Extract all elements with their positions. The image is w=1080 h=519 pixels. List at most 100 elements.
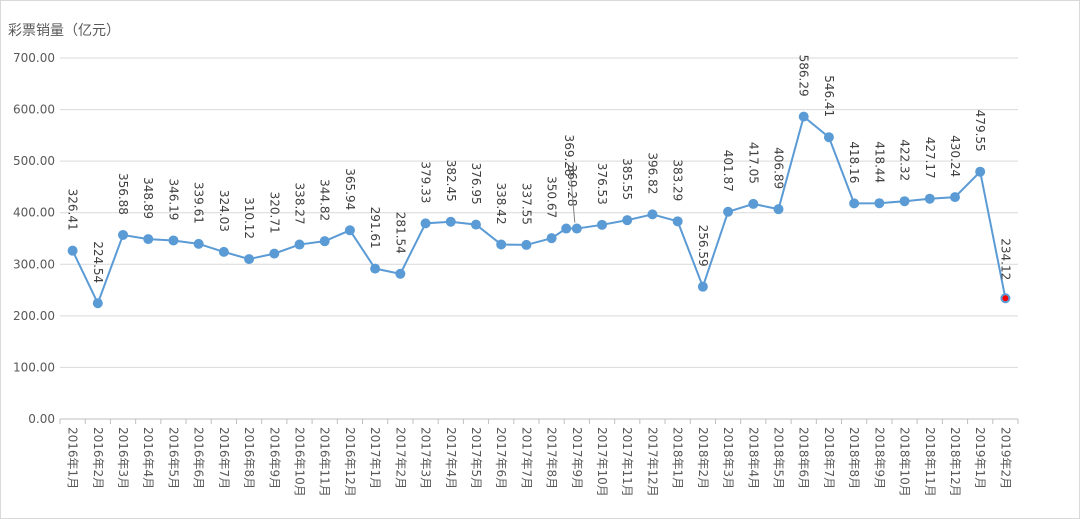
data-point <box>773 204 784 215</box>
x-tick-label: 2016年3月 <box>116 427 130 489</box>
x-tick-label: 2018年11月 <box>923 427 937 497</box>
data-label: 385.55 <box>620 158 634 200</box>
x-axis-ticks: 2016年1月 2016年2月 2016年3月 2016年4月 2016年5月 2016年… <box>66 427 1013 497</box>
data-label: 427.17 <box>923 137 937 179</box>
y-tick-label: 700.00 <box>13 51 55 65</box>
data-point <box>344 225 355 236</box>
label-leader-line <box>569 170 576 223</box>
y-tick-label: 100.00 <box>13 360 55 374</box>
data-point <box>874 198 885 209</box>
data-point <box>319 236 330 247</box>
y-axis-ticks: 0.00 100.00 200.00 300.00 400.00 500.00 600.00… <box>13 51 55 426</box>
series-polyline <box>71 114 1007 306</box>
data-point <box>597 219 608 230</box>
data-label: 369.28 <box>562 135 576 177</box>
data-point <box>168 235 179 246</box>
x-tick-label: 2016年11月 <box>318 427 332 497</box>
y-tick-label: 600.00 <box>13 103 55 117</box>
gridlines <box>60 57 1018 368</box>
data-point <box>470 219 481 230</box>
x-tick-label: 2018年2月 <box>696 427 710 489</box>
data-label: 310.12 <box>242 197 256 239</box>
data-label: 479.55 <box>973 110 987 152</box>
data-label: 383.29 <box>671 159 685 201</box>
data-label: 350.67 <box>545 176 559 218</box>
data-label: 422.32 <box>898 139 912 181</box>
x-tick-label: 2016年6月 <box>192 427 206 489</box>
x-tick-label: 2017年4月 <box>444 427 458 489</box>
data-label: 339.61 <box>192 182 206 224</box>
y-tick-label: 400.00 <box>13 206 55 220</box>
data-label: 324.03 <box>217 190 231 232</box>
data-point <box>294 239 305 250</box>
x-tick-label: 2017年2月 <box>393 427 407 489</box>
data-points <box>67 111 1011 309</box>
data-point <box>244 254 255 265</box>
data-point <box>723 206 734 217</box>
data-label: 382.45 <box>444 160 458 202</box>
data-labels: 326.41 224.54 356.88 348.89 346.19 339.61 324.… <box>66 55 1013 284</box>
data-point <box>269 248 280 259</box>
x-tick-label: 2018年4月 <box>746 427 760 489</box>
x-tick-label: 2016年2月 <box>91 427 105 489</box>
x-tick-label: 2016年12月 <box>343 427 357 497</box>
data-point <box>118 229 129 240</box>
x-tick-label: 2018年12月 <box>948 427 962 497</box>
data-label: 234.12 <box>998 238 1012 280</box>
y-tick-label: 0.00 <box>28 412 55 426</box>
data-label: 586.29 <box>797 55 811 97</box>
x-tick-label: 2018年3月 <box>721 427 735 489</box>
data-label: 224.54 <box>91 241 105 283</box>
x-tick-label: 2016年4月 <box>141 427 155 489</box>
x-tick-label: 2017年12月 <box>645 427 659 497</box>
data-point <box>193 238 204 249</box>
x-tick-label: 2017年3月 <box>419 427 433 489</box>
x-tick-label: 2017年9月 <box>570 427 584 489</box>
x-tick-label: 2017年8月 <box>545 427 559 489</box>
data-point <box>798 111 809 122</box>
x-tick-label: 2017年10月 <box>595 427 609 497</box>
x-tick-label: 2017年5月 <box>469 427 483 489</box>
data-label: 417.05 <box>746 142 760 184</box>
data-point <box>622 215 633 226</box>
data-point <box>445 216 456 227</box>
x-tick-label: 2018年8月 <box>847 427 861 489</box>
x-tick-label: 2017年11月 <box>620 427 634 497</box>
x-tick-label: 2018年1月 <box>671 427 685 489</box>
data-point <box>672 216 683 227</box>
data-label: 338.42 <box>494 182 508 224</box>
data-point <box>1000 293 1011 304</box>
data-point <box>647 209 658 220</box>
data-point <box>143 234 154 245</box>
x-tick-label: 2016年10月 <box>293 427 307 497</box>
x-tick-label: 2016年7月 <box>217 427 231 489</box>
x-tick-label: 2018年5月 <box>772 427 786 489</box>
data-point <box>92 298 103 309</box>
x-tick-label: 2017年6月 <box>494 427 508 489</box>
data-point <box>546 233 557 244</box>
data-point <box>899 196 910 207</box>
data-point <box>823 132 834 143</box>
data-point <box>571 223 582 234</box>
data-point <box>218 246 229 257</box>
data-point <box>395 268 406 279</box>
data-label: 546.41 <box>822 75 836 117</box>
data-label: 396.82 <box>645 152 659 194</box>
x-tick-label: 2018年7月 <box>822 427 836 489</box>
data-point <box>496 239 507 250</box>
series-line <box>71 114 1007 306</box>
data-label: 418.44 <box>872 141 886 183</box>
x-tick-label: 2016年8月 <box>242 427 256 489</box>
y-tick-label: 500.00 <box>13 154 55 168</box>
data-label: 291.61 <box>368 207 382 249</box>
data-label: 376.53 <box>595 163 609 205</box>
data-label: 281.54 <box>393 212 407 254</box>
data-label: 369.28 <box>565 165 579 207</box>
data-point <box>420 218 431 229</box>
data-label: 320.71 <box>267 192 281 234</box>
x-tick-label: 2016年9月 <box>267 427 281 489</box>
data-label: 376.95 <box>469 163 483 205</box>
data-label: 338.27 <box>293 183 307 225</box>
